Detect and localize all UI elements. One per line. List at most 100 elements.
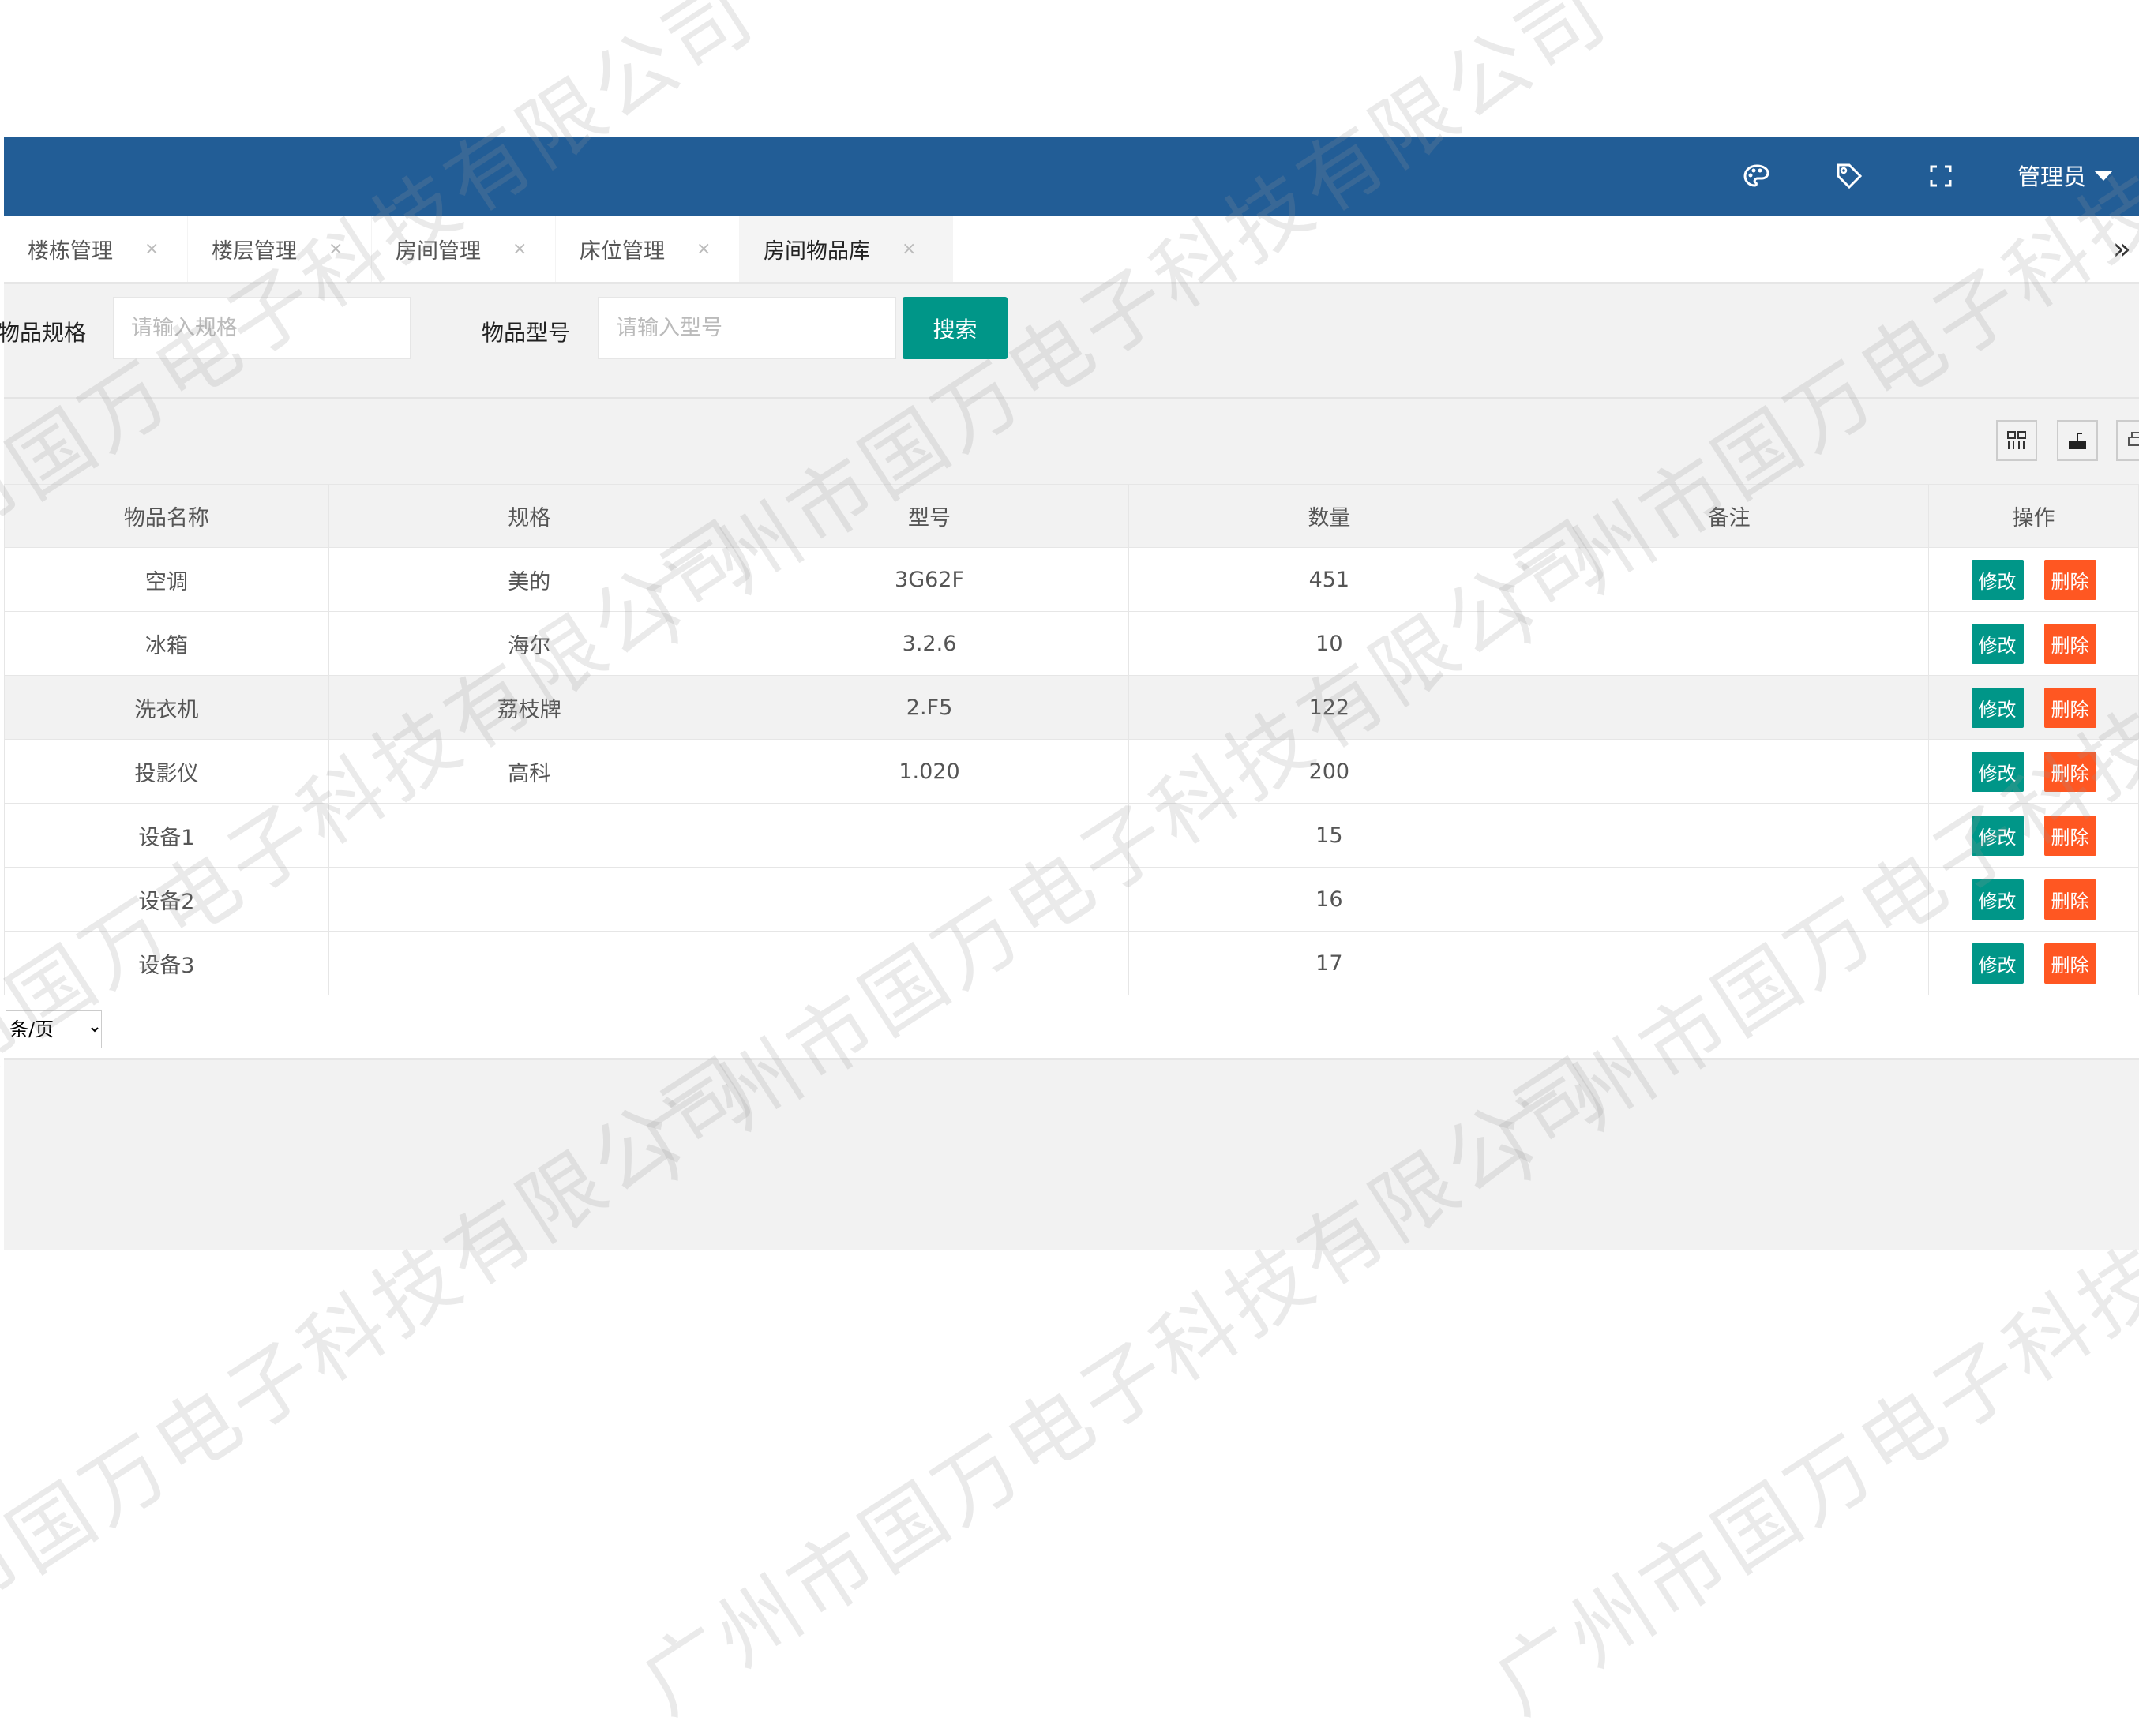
table-cell xyxy=(1529,867,1930,932)
pagination: 条/页 xyxy=(4,995,2139,1060)
delete-button[interactable]: 删除 xyxy=(2043,879,2096,920)
fullscreen-icon[interactable] xyxy=(1925,160,1957,192)
caret-down-icon xyxy=(2094,170,2114,181)
spec-input[interactable] xyxy=(113,297,411,359)
model-input[interactable] xyxy=(598,297,896,359)
table-cell: 海尔 xyxy=(328,611,730,676)
table-cell: 设备2 xyxy=(4,867,329,932)
table-cell xyxy=(729,867,1130,932)
table-row[interactable]: 冰箱 海尔 3.2.6 10 修改 删除 xyxy=(4,611,2139,676)
table-cell: 17 xyxy=(1128,931,1530,995)
actions-cell: 修改 删除 xyxy=(1928,739,2139,804)
table-row[interactable]: 空调 美的 3G62F 451 修改 删除 xyxy=(4,547,2139,612)
table-cell xyxy=(1529,931,1930,995)
spec-label: 物品规格 xyxy=(0,320,87,346)
palette-icon[interactable] xyxy=(1741,160,1773,192)
table-cell xyxy=(729,803,1130,868)
table-cell: 空调 xyxy=(4,547,329,612)
tab-label: 房间管理 xyxy=(396,238,481,264)
table-cell xyxy=(1529,739,1930,804)
tab-label: 楼栋管理 xyxy=(28,238,113,264)
export-icon[interactable] xyxy=(2057,420,2098,461)
edit-button[interactable]: 修改 xyxy=(1971,943,2024,984)
table-cell: 设备3 xyxy=(4,931,329,995)
search-form: 物品规格 物品型号 搜索 xyxy=(0,284,2139,399)
actions-cell: 修改 删除 xyxy=(1928,675,2139,740)
table-cell: 10 xyxy=(1128,611,1530,676)
tab-room-items[interactable]: 房间物品库 × xyxy=(740,216,953,282)
close-icon[interactable]: × xyxy=(144,238,159,259)
table-row[interactable]: 设备3 17 修改 删除 xyxy=(4,931,2139,995)
tag-icon[interactable] xyxy=(1833,160,1865,192)
edit-button[interactable]: 修改 xyxy=(1971,559,2024,600)
column-header: 数量 xyxy=(1128,484,1530,548)
search-button[interactable]: 搜索 xyxy=(903,297,1008,359)
tab-bar: 楼栋管理 × 楼层管理 × 房间管理 × 床位管理 × 房间物品库 × » xyxy=(4,216,2139,284)
page-size-select[interactable]: 条/页 xyxy=(6,1010,102,1048)
delete-button[interactable]: 删除 xyxy=(2043,559,2096,600)
column-header: 物品名称 xyxy=(4,484,329,548)
delete-button[interactable]: 删除 xyxy=(2043,943,2096,984)
table-row[interactable]: 设备2 16 修改 删除 xyxy=(4,867,2139,932)
close-icon[interactable]: × xyxy=(328,238,343,259)
user-menu[interactable]: 管理员 xyxy=(2017,159,2114,192)
table-cell xyxy=(1529,611,1930,676)
table-cell: 122 xyxy=(1128,675,1530,740)
delete-button[interactable]: 删除 xyxy=(2043,687,2096,728)
tab-label: 房间物品库 xyxy=(764,238,870,264)
user-name: 管理员 xyxy=(2017,163,2087,190)
column-header: 备注 xyxy=(1529,484,1930,548)
actions-cell: 修改 删除 xyxy=(1928,803,2139,868)
table-cell: 洗衣机 xyxy=(4,675,329,740)
table-cell xyxy=(328,931,730,995)
tab-bed[interactable]: 床位管理 × xyxy=(556,216,740,282)
table-cell: 2.F5 xyxy=(729,675,1130,740)
table-cell xyxy=(1529,547,1930,612)
actions-cell: 修改 删除 xyxy=(1928,547,2139,612)
table-cell: 200 xyxy=(1128,739,1530,804)
edit-button[interactable]: 修改 xyxy=(1971,623,2024,664)
table-row[interactable]: 洗衣机 荔枝牌 2.F5 122 修改 删除 xyxy=(4,675,2139,740)
columns-icon[interactable] xyxy=(1996,420,2037,461)
table-cell: 投影仪 xyxy=(4,739,329,804)
model-label: 物品型号 xyxy=(482,320,571,346)
delete-button[interactable]: 删除 xyxy=(2043,815,2096,856)
table-cell xyxy=(328,803,730,868)
table-cell: 1.020 xyxy=(729,739,1130,804)
table-cell: 设备1 xyxy=(4,803,329,868)
delete-button[interactable]: 删除 xyxy=(2043,751,2096,792)
table-cell: 3.2.6 xyxy=(729,611,1130,676)
close-icon[interactable]: × xyxy=(696,238,711,259)
edit-button[interactable]: 修改 xyxy=(1971,879,2024,920)
table-cell xyxy=(729,931,1130,995)
close-icon[interactable]: × xyxy=(512,238,527,259)
table-row[interactable]: 投影仪 高科 1.020 200 修改 删除 xyxy=(4,739,2139,804)
actions-cell: 修改 删除 xyxy=(1928,611,2139,676)
edit-button[interactable]: 修改 xyxy=(1971,815,2024,856)
table-cell xyxy=(1529,675,1930,740)
table-cell xyxy=(1529,803,1930,868)
table-cell: 冰箱 xyxy=(4,611,329,676)
close-icon[interactable]: × xyxy=(902,238,917,259)
edit-button[interactable]: 修改 xyxy=(1971,687,2024,728)
edit-button[interactable]: 修改 xyxy=(1971,751,2024,792)
table-cell xyxy=(328,867,730,932)
print-icon[interactable] xyxy=(2116,420,2139,461)
tab-floor[interactable]: 楼层管理 × xyxy=(188,216,372,282)
actions-cell: 修改 删除 xyxy=(1928,931,2139,995)
delete-button[interactable]: 删除 xyxy=(2043,623,2096,664)
column-header: 规格 xyxy=(328,484,730,548)
items-table: 物品名称 规格 型号 数量 备注 操作 空调 美的 3G62F 451 修改 删除 冰箱 海尔 3.2.6… xyxy=(4,484,2139,995)
table-cell: 美的 xyxy=(328,547,730,612)
table-cell: 16 xyxy=(1128,867,1530,932)
column-header: 操作 xyxy=(1928,484,2139,548)
chevron-double-right-icon[interactable]: » xyxy=(2112,231,2131,266)
top-header: 管理员 xyxy=(4,137,2139,216)
table-row[interactable]: 设备1 15 修改 删除 xyxy=(4,803,2139,868)
tab-label: 床位管理 xyxy=(580,238,665,264)
table-cell: 15 xyxy=(1128,803,1530,868)
tab-room[interactable]: 房间管理 × xyxy=(372,216,556,282)
tab-building[interactable]: 楼栋管理 × xyxy=(4,216,188,282)
table-cell: 451 xyxy=(1128,547,1530,612)
